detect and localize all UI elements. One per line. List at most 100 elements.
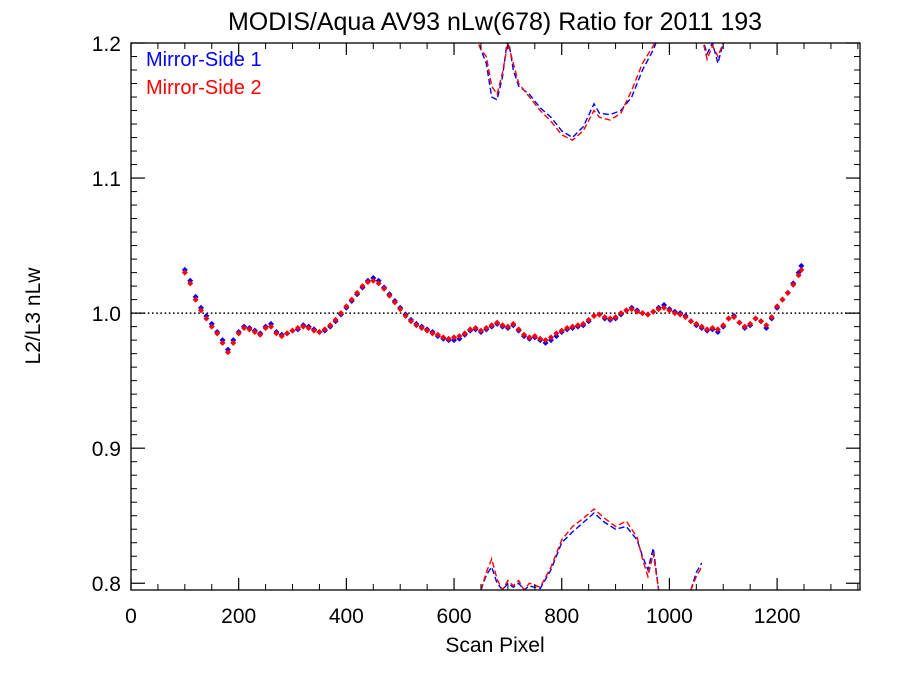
data-point-series-2-88 xyxy=(650,308,657,315)
data-point-series-2-71 xyxy=(558,327,565,334)
plot-area: 0 200 400 600 800 1000 1200 0.8 0.9 1.0 1.1 1.2 xyxy=(92,33,861,628)
data-point-series-2-61 xyxy=(504,323,511,330)
data-point-series-2-65 xyxy=(526,334,533,341)
y-tick-label: 1.2 xyxy=(92,33,121,56)
data-point-series-2-31 xyxy=(343,303,350,310)
dashed-line-3 xyxy=(703,43,724,67)
plot-data-layer xyxy=(131,43,860,590)
data-point-series-2-77 xyxy=(591,312,598,319)
data-point-series-2-91 xyxy=(666,307,673,314)
data-point-series-2-113 xyxy=(784,289,791,296)
data-point-series-2-62 xyxy=(510,320,517,327)
data-point-series-2-30 xyxy=(337,310,344,317)
data-point-series-2-24 xyxy=(305,324,312,331)
data-point-series-2-75 xyxy=(580,320,587,327)
data-point-series-2-54 xyxy=(467,326,474,333)
dashed-line-4 xyxy=(702,43,724,62)
data-point-series-2-90 xyxy=(661,304,668,311)
data-point-series-2-50 xyxy=(445,335,452,342)
data-point-series-2-114 xyxy=(790,281,797,288)
data-point-series-2-7 xyxy=(214,330,221,337)
data-point-series-2-104 xyxy=(736,319,743,326)
data-point-series-2-95 xyxy=(687,318,694,325)
x-axis-label: Scan Pixel xyxy=(445,634,544,657)
y-tick-label: 1.1 xyxy=(92,168,121,191)
data-point-series-2-76 xyxy=(585,316,592,323)
data-point-series-2-56 xyxy=(477,327,484,334)
data-point-series-2-1 xyxy=(181,269,188,276)
x-tick-label: 200 xyxy=(221,605,256,628)
data-point-series-2-99 xyxy=(709,324,716,331)
data-point-series-2-73 xyxy=(569,323,576,330)
data-point-series-2-82 xyxy=(617,310,624,317)
data-point-series-2-23 xyxy=(300,323,307,330)
data-point-series-2-84 xyxy=(628,306,635,313)
data-point-series-2-74 xyxy=(574,322,581,329)
data-point-series-1-116 xyxy=(798,262,805,269)
data-point-series-2-26 xyxy=(316,329,323,336)
y-axis-label: L2/L3 nLw xyxy=(22,267,45,365)
data-point-series-2-78 xyxy=(596,311,603,318)
y-tick-label: 1.0 xyxy=(92,303,121,326)
data-point-series-2-40 xyxy=(391,299,398,306)
data-point-series-2-36 xyxy=(370,277,377,284)
series-2-points xyxy=(181,266,805,356)
data-point-series-2-102 xyxy=(725,315,732,322)
data-point-series-2-100 xyxy=(714,326,721,333)
data-point-series-2-87 xyxy=(644,311,651,318)
plot-frame xyxy=(130,42,861,591)
data-point-series-2-94 xyxy=(682,314,689,321)
data-point-series-2-79 xyxy=(601,314,608,321)
legend-entry-mirror-side-1: Mirror-Side 1 xyxy=(146,49,262,71)
legend-entry-mirror-side-2: Mirror-Side 2 xyxy=(146,77,262,99)
data-point-series-2-93 xyxy=(677,311,684,318)
data-point-series-2-12 xyxy=(241,324,248,331)
data-point-series-2-39 xyxy=(386,292,393,299)
data-point-series-2-15 xyxy=(257,331,264,338)
data-point-series-2-64 xyxy=(521,331,528,338)
data-point-series-2-107 xyxy=(752,315,759,322)
data-point-series-2-38 xyxy=(381,285,388,292)
data-point-series-2-2 xyxy=(187,280,194,287)
data-point-series-2-101 xyxy=(720,322,727,329)
data-point-series-2-55 xyxy=(472,324,479,331)
data-point-series-2-14 xyxy=(251,329,258,336)
data-point-series-2-106 xyxy=(747,320,754,327)
data-point-series-2-41 xyxy=(397,306,404,313)
data-point-series-2-112 xyxy=(779,296,786,303)
data-point-series-2-35 xyxy=(364,279,371,286)
data-point-series-2-28 xyxy=(327,322,334,329)
dashed-line-6 xyxy=(480,508,660,590)
data-point-series-2-103 xyxy=(731,314,738,321)
data-point-series-2-68 xyxy=(542,337,549,344)
x-tick-label: 800 xyxy=(544,605,579,628)
data-point-series-2-89 xyxy=(655,306,662,313)
data-point-series-2-97 xyxy=(698,323,705,330)
data-point-series-2-115 xyxy=(795,272,802,279)
data-point-series-2-33 xyxy=(354,289,361,296)
data-point-series-2-46 xyxy=(424,327,431,334)
data-point-series-2-48 xyxy=(434,331,441,338)
data-point-series-2-57 xyxy=(483,324,490,331)
data-point-series-2-98 xyxy=(704,326,711,333)
data-point-series-2-59 xyxy=(494,319,501,326)
data-point-series-2-51 xyxy=(451,334,458,341)
data-point-series-2-3 xyxy=(192,296,199,303)
data-point-series-2-66 xyxy=(531,333,538,340)
chart-title: MODIS/Aqua AV93 nLw(678) Ratio for 2011 … xyxy=(228,8,762,36)
data-point-series-2-49 xyxy=(440,334,447,341)
data-point-series-2-47 xyxy=(429,330,436,337)
x-tick-label: 1200 xyxy=(754,605,801,628)
y-tick-label: 0.9 xyxy=(92,438,121,461)
data-point-series-2-58 xyxy=(488,322,495,329)
data-point-series-2-25 xyxy=(311,327,318,334)
data-point-series-2-44 xyxy=(413,322,420,329)
data-point-series-2-111 xyxy=(774,303,781,310)
data-point-series-2-69 xyxy=(547,334,554,341)
data-point-series-2-70 xyxy=(553,330,560,337)
data-point-series-2-108 xyxy=(757,318,764,325)
data-point-series-2-85 xyxy=(634,308,641,315)
data-point-series-2-34 xyxy=(359,283,366,290)
data-point-series-2-67 xyxy=(537,335,544,342)
